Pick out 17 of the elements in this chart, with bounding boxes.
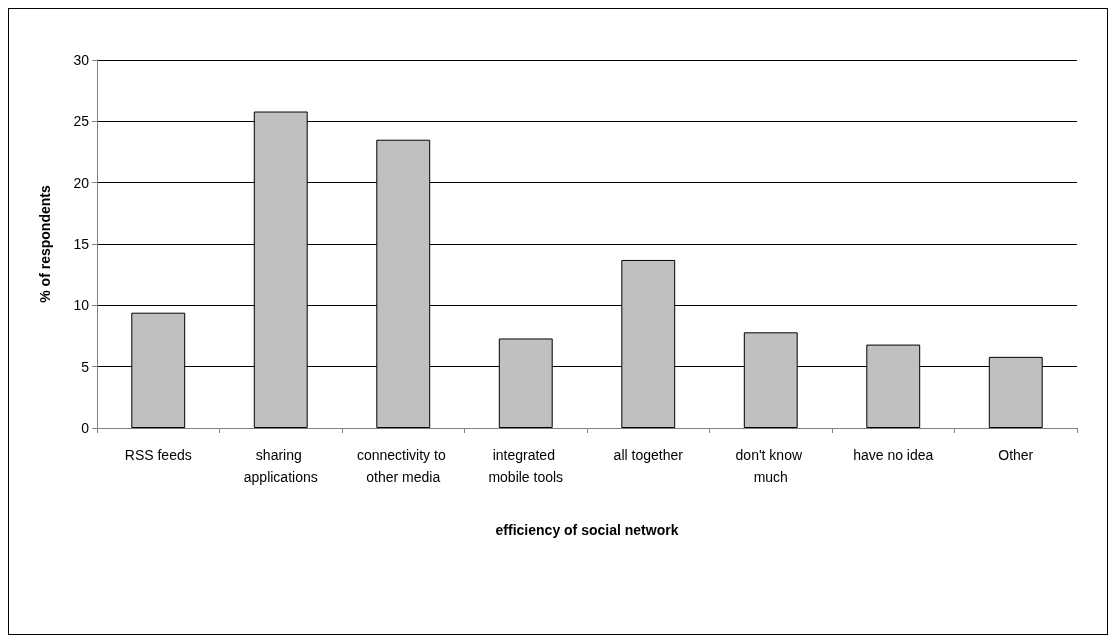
y-tick-label: 15 — [73, 236, 90, 252]
x-tick-label: connectivity to other media — [356, 447, 450, 485]
x-tick-label: have no idea — [853, 447, 934, 463]
y-tick-label: 20 — [73, 174, 90, 191]
x-tick-label: integrated mobile tools — [488, 447, 564, 485]
y-tick-label: 5 — [81, 358, 90, 375]
x-tick-label: don't know much — [735, 447, 806, 485]
x-tick-label: Other — [998, 447, 1034, 463]
y-tick-label: 10 — [73, 297, 90, 314]
y-tick-label: 0 — [81, 420, 90, 436]
x-tick-label: sharing applications — [243, 447, 318, 485]
x-tick-label: RSS feeds — [124, 447, 192, 463]
x-tick-label: all together — [613, 447, 684, 463]
y-tick-label: 30 — [73, 52, 90, 68]
y-axis-title: % of respondents — [37, 185, 53, 303]
x-axis-title: efficiency of social network — [495, 522, 679, 538]
y-tick-label: 25 — [73, 113, 90, 130]
